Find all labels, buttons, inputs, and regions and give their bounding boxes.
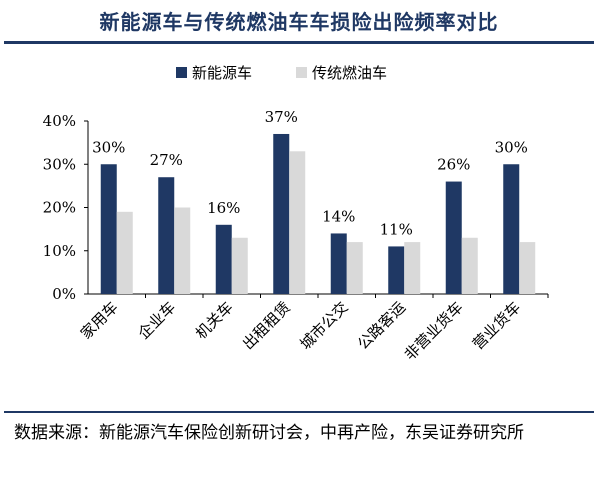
y-tick-label: 40% — [43, 112, 76, 130]
bar-ice — [231, 237, 248, 294]
bar-ice — [519, 242, 536, 294]
bar-ev — [503, 164, 520, 294]
bar-ice — [346, 242, 363, 294]
x-tick-label: 出租租赁 — [239, 298, 294, 353]
y-tick-label: 30% — [43, 155, 76, 173]
data-label: 16% — [207, 199, 240, 217]
bar-ice — [461, 237, 478, 294]
bar-ev — [330, 233, 347, 294]
data-label: 11% — [380, 220, 413, 238]
x-tick-label: 公路客运 — [354, 298, 409, 353]
bar-ev — [158, 177, 175, 294]
x-tick-label: 城市公交 — [296, 298, 351, 353]
bar-ev — [100, 164, 117, 294]
bar-ice — [289, 151, 306, 294]
x-tick-label: 非营业货车 — [401, 298, 467, 364]
bar-ice — [174, 207, 191, 294]
source-note: 数据来源：新能源汽车保险创新研讨会，中再产险，东吴证券研究所 — [14, 423, 524, 443]
data-label: 37% — [265, 108, 298, 126]
legend-label: 传统燃油车 — [312, 64, 387, 82]
bar-ev — [445, 181, 462, 294]
bar-ice — [116, 211, 133, 294]
data-label: 27% — [150, 151, 183, 169]
legend-swatch-ice — [296, 67, 307, 78]
y-tick-label: 0% — [52, 285, 76, 303]
source-rule — [4, 411, 594, 413]
chart-title: 新能源车与传统燃油车车损险出险频率对比 — [99, 10, 499, 34]
y-tick-label: 20% — [43, 199, 76, 217]
title-rule — [4, 41, 594, 44]
data-label: 30% — [495, 138, 528, 156]
x-tick-label: 企业车 — [135, 298, 180, 343]
legend-swatch-ev — [176, 67, 187, 78]
x-tick-label: 机关车 — [192, 298, 237, 343]
bar-ev — [388, 246, 405, 294]
bar-chart: 0% 10% 20% 30% 40% 30% 家用车 27% 企业车 16% 机关车 37% 出租租赁 1… — [43, 64, 549, 364]
y-tick-label: 10% — [43, 242, 76, 260]
x-tick-label: 家用车 — [77, 298, 122, 343]
data-label: 14% — [322, 207, 355, 225]
data-label: 26% — [437, 156, 470, 174]
x-tick-label: 营业货车 — [469, 298, 524, 353]
bar-ev — [273, 133, 290, 294]
bar-ev — [215, 224, 232, 294]
bar-ice — [404, 242, 421, 294]
data-label: 30% — [92, 138, 125, 156]
legend-label: 新能源车 — [192, 64, 252, 82]
